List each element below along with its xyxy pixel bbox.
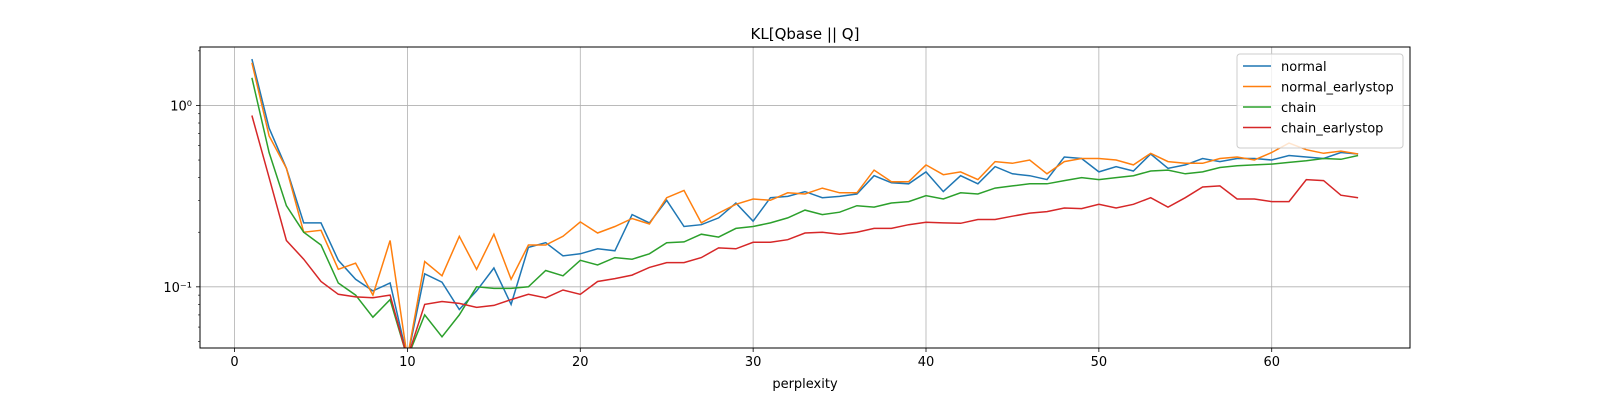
- x-tick-label: 30: [745, 355, 762, 370]
- x-tick-label: 10: [399, 355, 416, 370]
- series-lines: [251, 58, 1359, 348]
- chart-title: KL[Qbase || Q]: [751, 25, 860, 43]
- y-tick-label: 10⁰: [170, 99, 192, 114]
- x-tick-label: 40: [918, 355, 935, 370]
- axis-ticks: 0 10 20 30 40 50 60 10⁻¹ 10⁰: [163, 50, 1280, 370]
- legend-label: normal: [1281, 60, 1327, 75]
- series-line-normal: [251, 58, 1359, 348]
- series-line-chain: [251, 77, 1359, 348]
- x-tick-label: 50: [1091, 355, 1108, 370]
- series-line-normal_earlystop: [251, 62, 1359, 348]
- x-tick-label: 0: [230, 355, 238, 370]
- legend-label: chain: [1281, 101, 1316, 116]
- x-axis-label: perplexity: [772, 377, 838, 392]
- x-tick-label: 20: [572, 355, 589, 370]
- y-tick-label: 10⁻¹: [163, 281, 192, 296]
- x-tick-label: 60: [1263, 355, 1280, 370]
- legend-box: [1236, 53, 1404, 149]
- plot-frame: [199, 46, 1411, 349]
- legend-label: chain_earlystop: [1281, 122, 1383, 137]
- series-line-chain_earlystop: [251, 115, 1359, 348]
- legend-label: normal_earlystop: [1281, 81, 1394, 96]
- grid: [200, 47, 1410, 348]
